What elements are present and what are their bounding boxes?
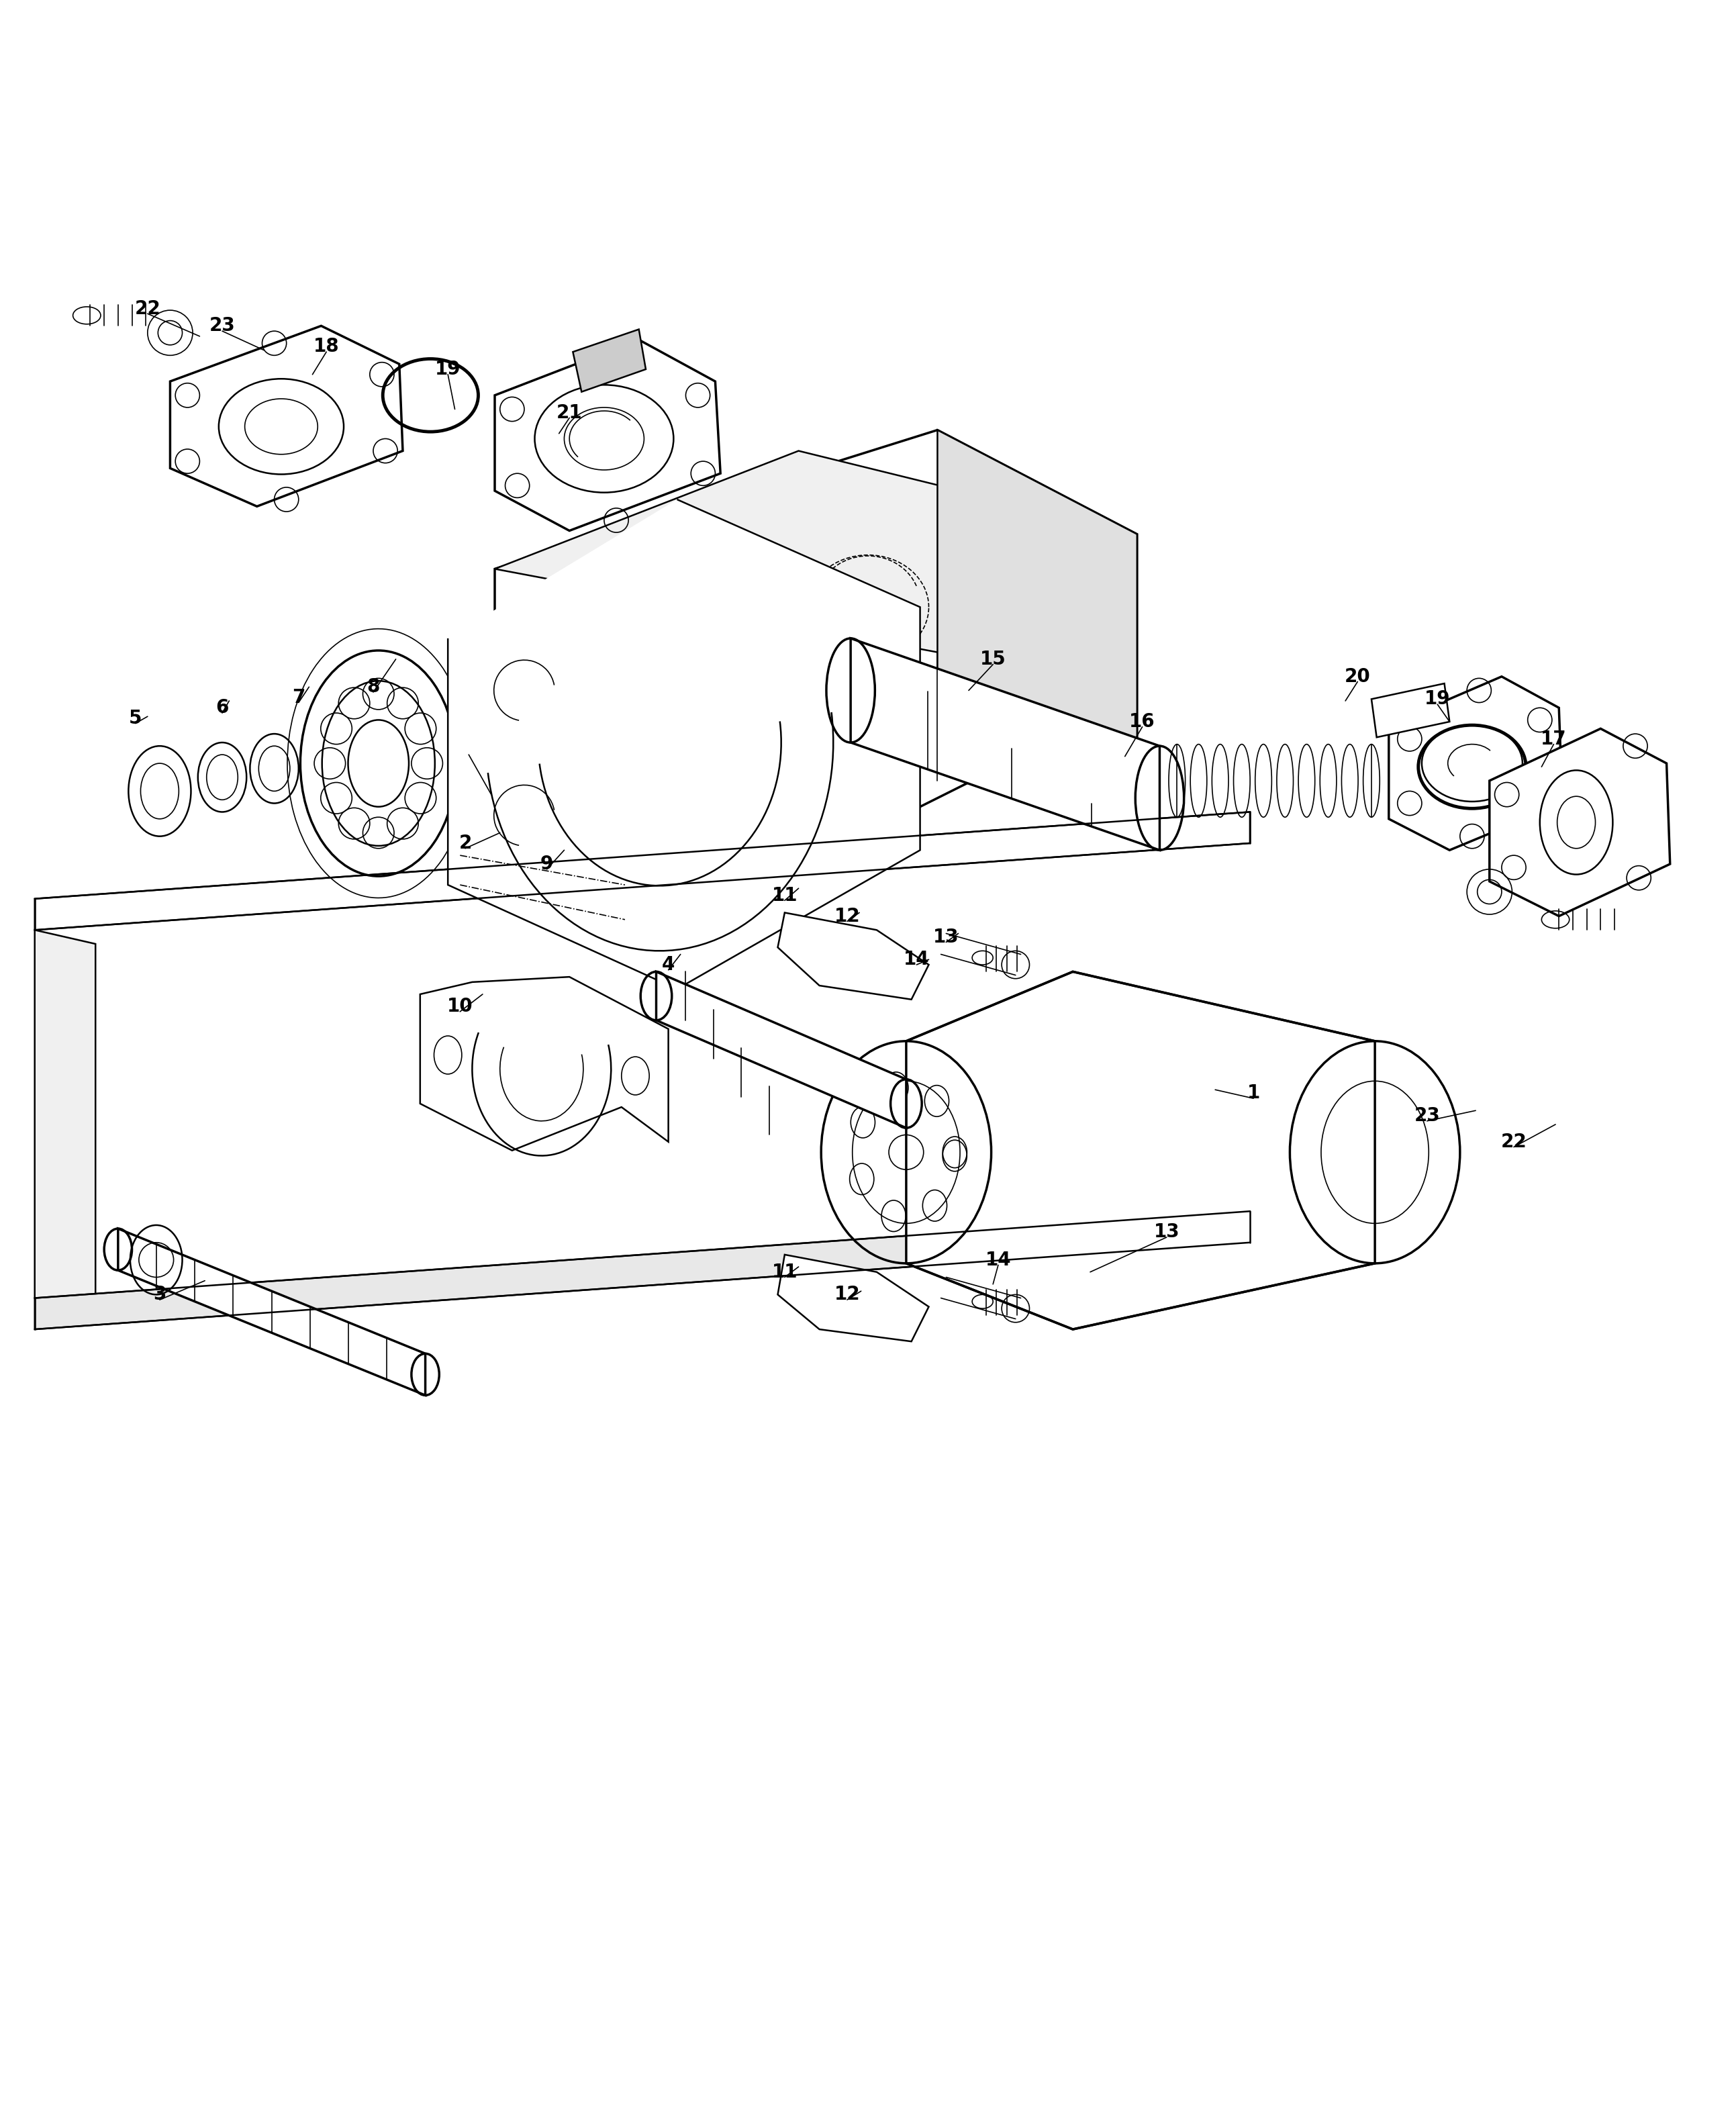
Polygon shape — [35, 931, 95, 1312]
Text: 21: 21 — [557, 403, 582, 422]
Text: 9: 9 — [540, 855, 554, 874]
Text: 11: 11 — [773, 1262, 797, 1281]
Text: 7: 7 — [292, 688, 306, 707]
Text: 22: 22 — [1502, 1133, 1526, 1152]
Polygon shape — [778, 914, 929, 1000]
Text: 4: 4 — [661, 956, 675, 975]
Polygon shape — [118, 1228, 425, 1395]
Text: 14: 14 — [986, 1251, 1010, 1270]
Polygon shape — [656, 973, 906, 1129]
Text: 15: 15 — [981, 650, 1005, 669]
Text: 1: 1 — [1246, 1085, 1260, 1104]
Text: 22: 22 — [135, 300, 160, 319]
Text: 3: 3 — [153, 1285, 167, 1304]
Text: 14: 14 — [904, 950, 929, 968]
Polygon shape — [778, 1255, 929, 1342]
Text: 16: 16 — [1130, 713, 1154, 730]
Text: 13: 13 — [1154, 1222, 1179, 1241]
Polygon shape — [495, 430, 1137, 920]
Polygon shape — [448, 500, 920, 990]
Text: 5: 5 — [128, 709, 142, 728]
Text: 17: 17 — [1542, 730, 1566, 749]
Polygon shape — [495, 340, 720, 532]
Text: 23: 23 — [1415, 1106, 1439, 1125]
Text: 13: 13 — [934, 928, 958, 947]
Polygon shape — [35, 1211, 1250, 1329]
Text: 20: 20 — [1345, 667, 1370, 686]
Polygon shape — [906, 973, 1375, 1329]
Polygon shape — [1389, 677, 1562, 850]
Text: 2: 2 — [458, 833, 472, 852]
Text: 11: 11 — [773, 886, 797, 905]
Polygon shape — [1489, 728, 1670, 916]
Text: 12: 12 — [835, 1285, 859, 1304]
Text: 10: 10 — [448, 998, 472, 1015]
Text: 19: 19 — [436, 361, 460, 378]
Text: 19: 19 — [1425, 690, 1450, 709]
Text: 23: 23 — [210, 316, 234, 335]
Text: 6: 6 — [215, 698, 229, 717]
Polygon shape — [170, 325, 403, 506]
Text: 8: 8 — [366, 677, 380, 696]
Polygon shape — [573, 329, 646, 392]
Polygon shape — [937, 430, 1137, 781]
Polygon shape — [35, 812, 1250, 931]
Text: 18: 18 — [314, 338, 339, 357]
Polygon shape — [1371, 684, 1450, 736]
Polygon shape — [851, 639, 1160, 850]
Text: 12: 12 — [835, 907, 859, 926]
Polygon shape — [420, 977, 668, 1150]
Polygon shape — [495, 452, 1137, 652]
